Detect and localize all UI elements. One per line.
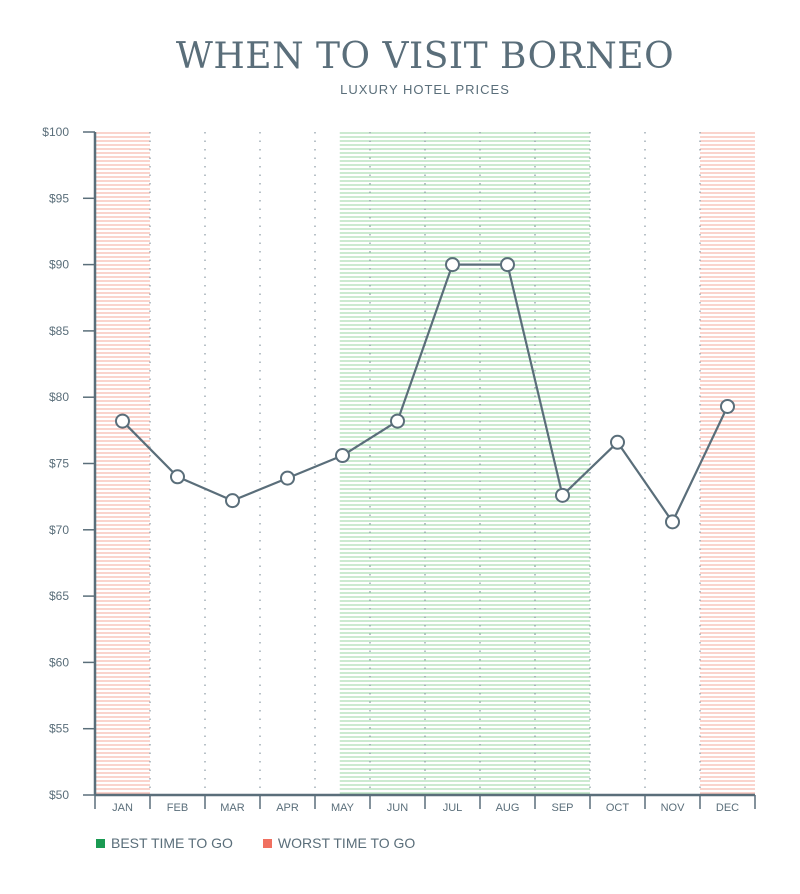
y-tick-label: $65 [49, 589, 69, 603]
y-tick-label: $90 [49, 258, 69, 272]
y-tick-label: $95 [49, 191, 69, 205]
x-tick-label: DEC [716, 802, 739, 814]
x-tick-label: APR [276, 802, 299, 814]
y-tick-label: $100 [42, 125, 69, 139]
y-tick-label: $50 [49, 788, 69, 802]
data-point-may [335, 448, 350, 464]
data-point-jan [115, 413, 130, 429]
x-tick-label: JAN [112, 802, 133, 814]
legend-item-worst: WORST TIME TO GO [262, 835, 416, 851]
data-point-nov [665, 514, 680, 530]
data-point-apr [280, 470, 295, 486]
x-tick-label: FEB [167, 802, 188, 814]
x-tick-label: JUN [387, 802, 408, 814]
x-tick-label: MAR [220, 802, 245, 814]
best-band-0 [339, 132, 590, 795]
data-point-aug [500, 257, 515, 273]
data-point-feb [170, 469, 185, 485]
chart-legend: BEST TIME TO GO WORST TIME TO GO [96, 835, 415, 851]
x-tick-label: JUL [443, 802, 463, 814]
data-point-mar [225, 493, 240, 509]
price-line [121, 263, 729, 523]
x-tick-label: SEP [551, 802, 573, 814]
data-point-jun [390, 413, 405, 429]
chart-subtitle: LUXURY HOTEL PRICES [340, 82, 510, 97]
x-tick-label: OCT [606, 802, 630, 814]
legend-label-best: BEST TIME TO GO [111, 835, 233, 851]
data-point-dec [720, 398, 735, 414]
y-tick-label: $80 [49, 390, 69, 404]
worst-band-0 [95, 132, 150, 795]
legend-label-worst: WORST TIME TO GO [277, 835, 416, 851]
data-point-oct [610, 434, 625, 450]
chart-title: WHEN TO VISIT BORNEO [175, 36, 675, 77]
worst-band-1 [700, 132, 755, 795]
y-tick-label: $70 [49, 523, 69, 537]
data-point-sep [555, 487, 570, 503]
data-point-jul [445, 257, 460, 273]
x-tick-label: AUG [496, 802, 520, 814]
y-tick-label: $55 [49, 722, 69, 736]
legend-item-best: BEST TIME TO GO [96, 835, 233, 851]
y-tick-label: $85 [49, 324, 69, 338]
legend-swatch-best [96, 838, 105, 848]
x-tick-label: MAY [331, 802, 355, 814]
y-tick-label: $60 [49, 655, 69, 669]
legend-swatch-worst [262, 838, 272, 848]
y-tick-label: $75 [49, 457, 69, 471]
x-tick-label: NOV [661, 802, 686, 814]
